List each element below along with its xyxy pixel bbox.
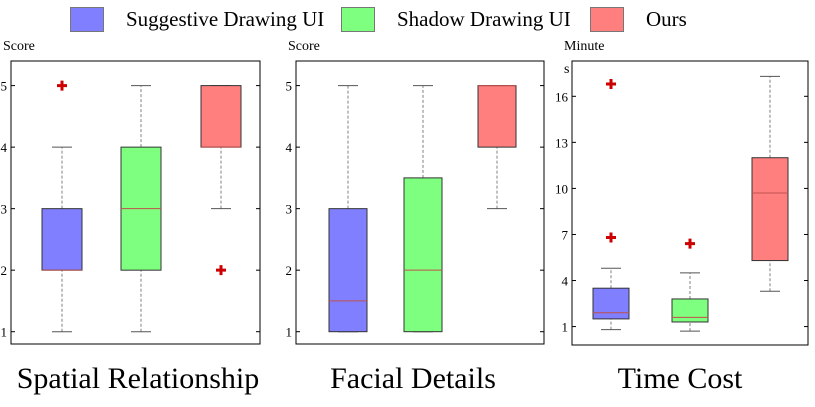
y-tick-label: 16	[555, 89, 569, 104]
chart-title: Time Cost	[618, 362, 743, 395]
y-tick-label: 4	[286, 140, 293, 155]
y-tick-label: 5	[286, 79, 293, 94]
box-plots: Score 1 2 3 4 5 Spatial Relationship Score 1 2 3 4 5…	[1, 39, 809, 395]
y-axis-label: Score	[3, 39, 35, 54]
y-axis-label: Score	[288, 39, 320, 54]
y-tick-label: 1	[1, 325, 8, 340]
y-tick-label: 1	[286, 325, 293, 340]
legend-swatch-ours	[590, 6, 624, 32]
legend-label-ours: Ours	[646, 6, 687, 31]
box-body	[200, 85, 242, 148]
box-body	[403, 177, 443, 333]
y-tick-label: 5	[1, 79, 8, 94]
chart-title: Facial Details	[330, 362, 496, 395]
legend: Suggestive Drawing UI Shadow Drawing UI …	[0, 0, 815, 38]
box-body	[592, 287, 630, 320]
y-tick-label: 4	[1, 140, 8, 155]
y-axis-label: s	[564, 62, 569, 77]
y-tick-label: 13	[555, 135, 568, 150]
y-tick-label: 3	[1, 202, 8, 217]
box-outlier-marker	[606, 79, 616, 90]
legend-label-shadow: Shadow Drawing UI	[397, 6, 571, 31]
box-body	[751, 157, 789, 262]
y-tick-label: 10	[555, 181, 568, 196]
box-outlier-marker	[606, 232, 616, 243]
legend-swatch-suggestive	[70, 6, 104, 32]
y-tick-label: 4	[562, 274, 569, 289]
plot-frame	[571, 60, 809, 346]
chart-title: Spatial Relationship	[17, 362, 259, 395]
legend-item-suggestive: Suggestive Drawing UI	[70, 6, 324, 32]
box-outlier-marker	[685, 238, 695, 249]
legend-item-shadow: Shadow Drawing UI	[341, 6, 571, 32]
legend-label-suggestive: Suggestive Drawing UI	[126, 6, 325, 31]
y-tick-label: 3	[286, 202, 293, 217]
box-body	[477, 85, 517, 148]
legend-swatch-shadow	[341, 6, 375, 32]
box-body	[671, 298, 709, 323]
box-outlier-marker	[216, 265, 226, 276]
plot-frame	[10, 60, 261, 345]
y-axis-label: Minute	[564, 39, 604, 54]
box-body	[328, 208, 368, 333]
box-body	[41, 208, 83, 271]
box-outlier-marker	[57, 80, 67, 91]
charts-container: Score 1 2 3 4 5 Spatial Relationship Score 1 2 3 4 5…	[0, 38, 815, 407]
y-tick-label: 1	[562, 320, 569, 335]
y-tick-label: 2	[1, 263, 8, 278]
legend-item-ours: Ours	[590, 6, 687, 32]
y-tick-label: 7	[562, 227, 569, 242]
y-tick-label: 2	[286, 263, 293, 278]
plot-frame	[295, 60, 545, 345]
